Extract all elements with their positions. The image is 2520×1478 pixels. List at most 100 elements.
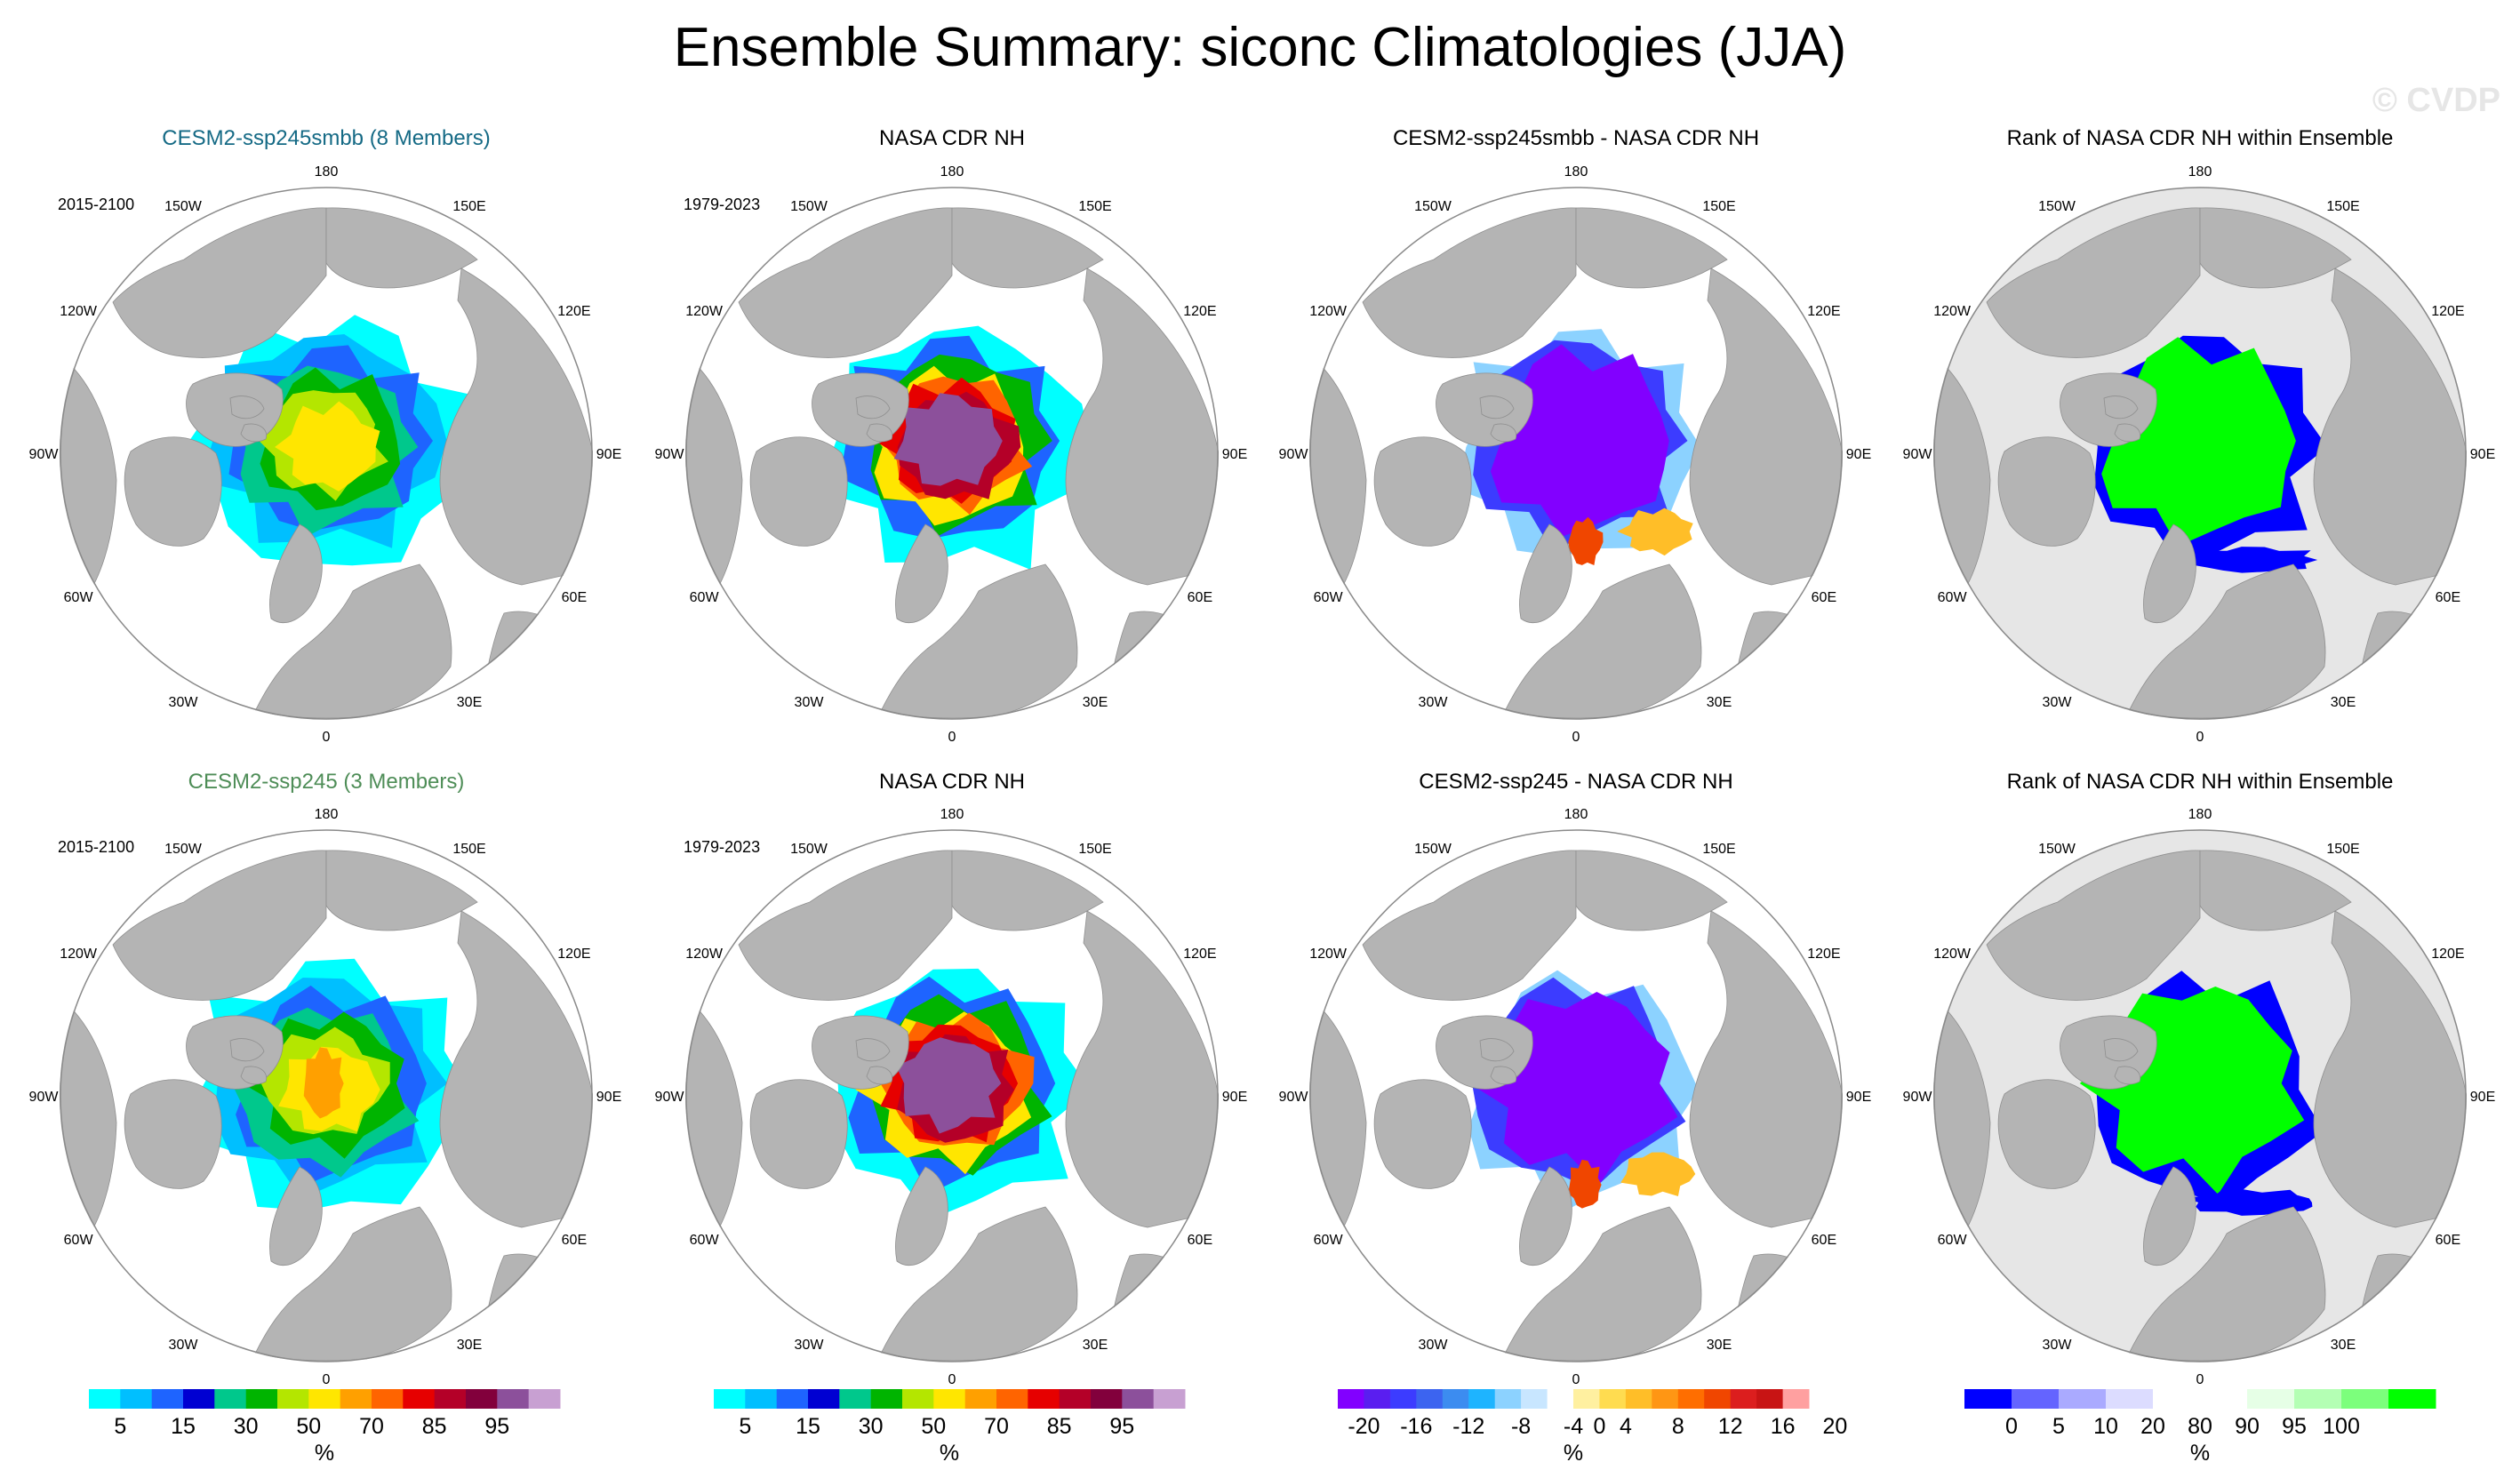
colorbar-tick-label: 70 bbox=[984, 1414, 1009, 1439]
colorbar-swatch bbox=[996, 1389, 1028, 1409]
colorbar-tick-label: 20 bbox=[2140, 1414, 2165, 1439]
map-boundary bbox=[60, 187, 593, 720]
lon-label: 30W bbox=[1419, 695, 1449, 710]
lon-label: 120W bbox=[1933, 947, 1972, 962]
colorbar-tick-label: 30 bbox=[859, 1414, 884, 1439]
lon-label: 60W bbox=[1314, 1233, 1344, 1248]
map-boundary bbox=[1309, 187, 1843, 720]
colorbar-tick-label: 4 bbox=[1620, 1414, 1632, 1439]
lon-label: 0 bbox=[1572, 1372, 1580, 1387]
lon-label: 60W bbox=[1938, 590, 1968, 605]
colorbar-3: -20 -16 -12 -8 -4 0 4 8 12 16 20% bbox=[1338, 1389, 1847, 1466]
lon-label: 30W bbox=[1419, 1338, 1449, 1353]
colorbar-swatch bbox=[528, 1389, 561, 1409]
colorbar-swatch bbox=[1599, 1389, 1627, 1409]
colorbar-swatch bbox=[1756, 1389, 1783, 1409]
colorbar-swatch bbox=[214, 1389, 247, 1409]
colorbar-tick-label: 12 bbox=[1718, 1414, 1743, 1439]
polar-map-rank: 180 150E 120E 90E 60E 30E 0 30W 60W 90W 120W 150W bbox=[1903, 807, 2496, 1387]
colorbar-swatch bbox=[2200, 1389, 2248, 1409]
lon-label: 0 bbox=[2196, 1372, 2204, 1387]
lon-label: 0 bbox=[323, 1372, 331, 1387]
lon-label: 120E bbox=[2431, 947, 2464, 962]
colorbar-swatch bbox=[1389, 1389, 1417, 1409]
lon-label: 90W bbox=[29, 1090, 60, 1105]
colorbar-1: 5 15 30 50 70 85 95% bbox=[89, 1389, 561, 1466]
colorbar-swatch bbox=[2106, 1389, 2154, 1409]
lon-label: 30E bbox=[1707, 695, 1732, 710]
colorbar-swatch bbox=[2153, 1389, 2201, 1409]
ice-contour bbox=[303, 1047, 344, 1119]
colorbar-swatch bbox=[89, 1389, 121, 1409]
lon-label: 120W bbox=[60, 947, 98, 962]
panel-title: CESM2-ssp245 (3 Members) bbox=[188, 770, 465, 794]
colorbar-swatch bbox=[1677, 1389, 1705, 1409]
colorbar-tick-label: 90 bbox=[2235, 1414, 2260, 1439]
lon-label: 90E bbox=[1222, 1090, 1247, 1105]
lon-label: 120E bbox=[1807, 304, 1840, 319]
lon-label: 60W bbox=[690, 590, 720, 605]
lon-label: 60E bbox=[2436, 1233, 2460, 1248]
lon-label: 150E bbox=[2326, 199, 2359, 214]
lon-label: 180 bbox=[940, 164, 964, 180]
lon-label: 90W bbox=[655, 447, 685, 462]
colorbar-swatch bbox=[2247, 1389, 2295, 1409]
panel-title: Rank of NASA CDR NH within Ensemble bbox=[2006, 126, 2394, 150]
polar-map-conc: 180 150E 120E 90E 60E 30E 0 30W 60W 90W 120W 150W bbox=[29, 164, 622, 745]
lon-label: 90W bbox=[1279, 1090, 1309, 1105]
lon-label: 90E bbox=[1846, 1090, 1871, 1105]
colorbar-swatch bbox=[808, 1389, 840, 1409]
colorbar-swatch bbox=[497, 1389, 530, 1409]
panel-title: NASA CDR NH bbox=[878, 126, 1026, 150]
colorbar-swatch bbox=[1338, 1389, 1364, 1409]
lon-label: 180 bbox=[315, 164, 339, 180]
lon-label: 90E bbox=[1846, 447, 1871, 462]
colorbar-tick-label: 5 bbox=[739, 1414, 751, 1439]
colorbar-tick-label: 5 bbox=[2052, 1414, 2065, 1439]
lon-label: 60E bbox=[562, 1233, 587, 1248]
colorbar-unit: % bbox=[2190, 1441, 2210, 1466]
colorbar-swatch bbox=[1028, 1389, 1060, 1409]
lon-label: 60E bbox=[1812, 590, 1836, 605]
colorbar-swatch bbox=[2388, 1389, 2436, 1409]
lon-label: 150E bbox=[1702, 199, 1735, 214]
lon-label: 150W bbox=[2038, 199, 2076, 214]
colorbar-swatch bbox=[1122, 1389, 1155, 1409]
lon-label: 120E bbox=[2431, 304, 2464, 319]
panel-title: Rank of NASA CDR NH within Ensemble bbox=[2006, 770, 2394, 794]
lon-label: 150W bbox=[790, 842, 828, 857]
lon-label: 30E bbox=[1707, 1338, 1732, 1353]
period-label: 1979-2023 bbox=[684, 838, 761, 856]
colorbar-tick-label: -4 bbox=[1564, 1414, 1583, 1439]
lon-label: 120W bbox=[685, 304, 724, 319]
lon-label: 0 bbox=[948, 1372, 956, 1387]
colorbar-swatch bbox=[1364, 1389, 1391, 1409]
panel-title: CESM2-ssp245smbb - NASA CDR NH bbox=[1392, 126, 1760, 150]
colorbar-swatch bbox=[1442, 1389, 1469, 1409]
lon-label: 60W bbox=[690, 1233, 720, 1248]
lon-label: 90W bbox=[655, 1090, 685, 1105]
colorbar-4: 0 5 10 20 80 90 95 100% bbox=[1964, 1389, 2436, 1466]
colorbar-swatch bbox=[1704, 1389, 1732, 1409]
lon-label: 60E bbox=[1812, 1233, 1836, 1248]
colorbar-swatch bbox=[403, 1389, 436, 1409]
colorbar-tick-label: 30 bbox=[234, 1414, 259, 1439]
colorbar-swatch bbox=[434, 1389, 467, 1409]
lon-label: 30E bbox=[1083, 1338, 1108, 1353]
lon-label: 90W bbox=[1903, 1090, 1933, 1105]
colorbar-swatch bbox=[1468, 1389, 1496, 1409]
lon-label: 150E bbox=[1702, 842, 1735, 857]
colorbar-swatch bbox=[277, 1389, 309, 1409]
lon-label: 60E bbox=[1188, 590, 1212, 605]
lon-label: 60W bbox=[64, 590, 94, 605]
lon-label: 0 bbox=[948, 730, 956, 745]
lon-label: 30E bbox=[2331, 695, 2356, 710]
colorbar-swatch bbox=[870, 1389, 903, 1409]
lon-label: 180 bbox=[2188, 807, 2212, 822]
colorbar-tick-label: 8 bbox=[1672, 1414, 1684, 1439]
panel-title: CESM2-ssp245smbb (8 Members) bbox=[162, 126, 491, 150]
colorbar-swatch bbox=[151, 1389, 184, 1409]
colorbar-swatch bbox=[1059, 1389, 1092, 1409]
lon-label: 30W bbox=[795, 1338, 825, 1353]
polar-map-diff: 180 150E 120E 90E 60E 30E 0 30W 60W 90W 120W 150W bbox=[1279, 164, 1872, 745]
